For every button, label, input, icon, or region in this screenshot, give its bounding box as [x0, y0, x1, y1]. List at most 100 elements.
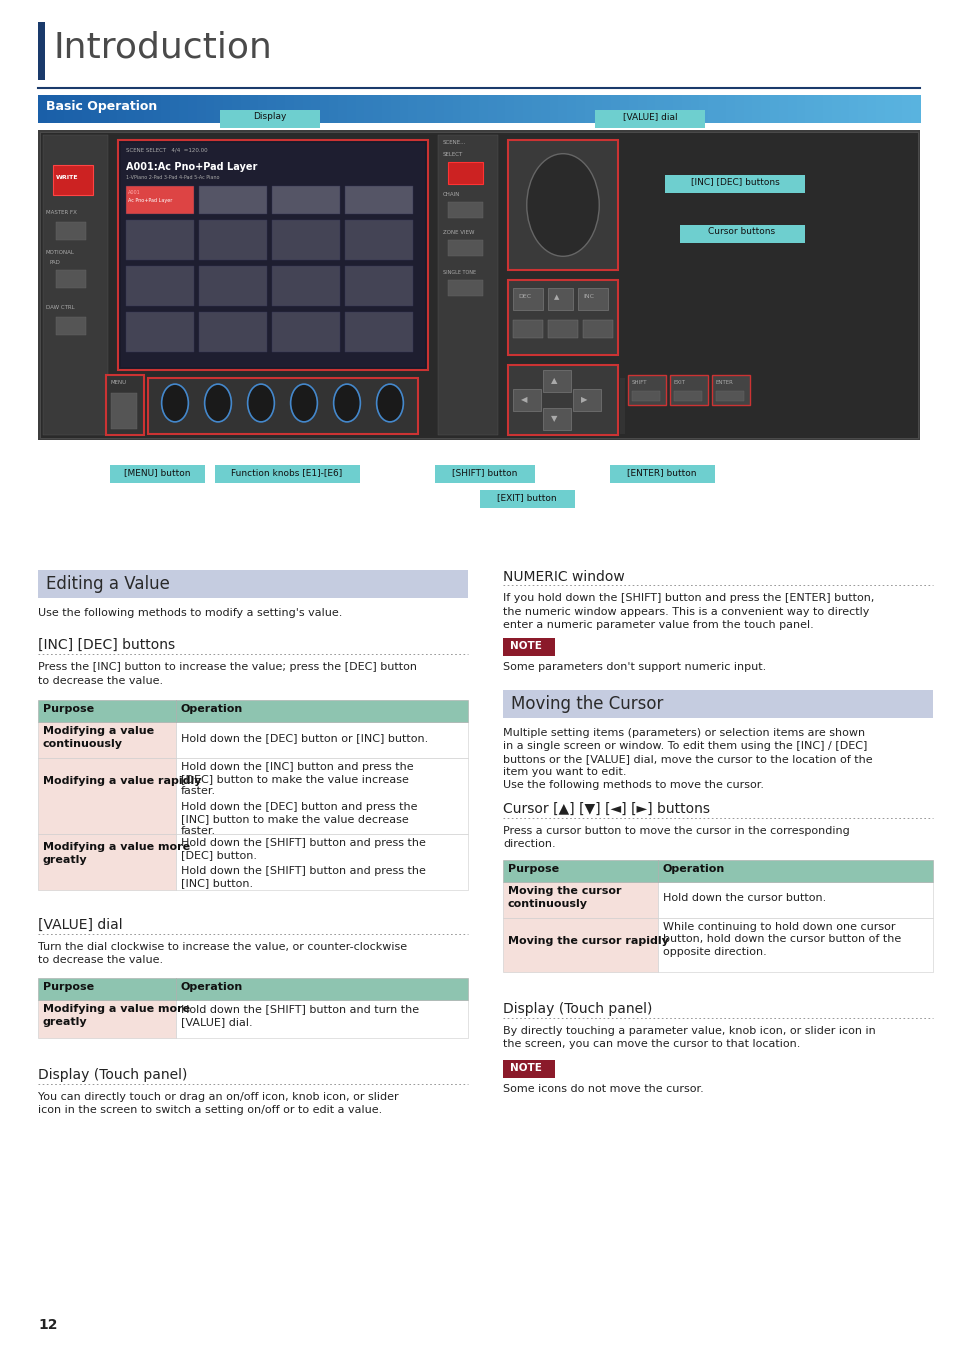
Bar: [267, 95, 277, 123]
Bar: [690, 95, 700, 123]
Bar: [38, 834, 175, 890]
Bar: [121, 143, 424, 367]
Bar: [346, 95, 356, 123]
Bar: [91, 95, 101, 123]
Text: Hold down the [SHIFT] button and press the: Hold down the [SHIFT] button and press t…: [181, 838, 425, 848]
Bar: [752, 95, 761, 123]
Bar: [448, 279, 482, 296]
Text: in a single screen or window. To edit them using the [INC] / [DEC]: in a single screen or window. To edit th…: [502, 741, 866, 751]
Bar: [126, 312, 193, 352]
Bar: [893, 95, 902, 123]
Text: Use the following methods to move the cursor.: Use the following methods to move the cu…: [502, 780, 763, 790]
Text: Turn the dial clockwise to increase the value, or counter-clockwise: Turn the dial clockwise to increase the …: [38, 942, 407, 952]
Text: WRITE: WRITE: [56, 176, 78, 180]
Text: Some parameters don't support numeric input.: Some parameters don't support numeric in…: [502, 662, 765, 672]
Text: Modifying a value rapidly: Modifying a value rapidly: [43, 776, 201, 786]
Bar: [38, 22, 45, 80]
Bar: [448, 240, 482, 256]
Bar: [126, 266, 193, 306]
Text: Ac Pno+Pad Layer: Ac Pno+Pad Layer: [128, 198, 172, 202]
Text: While continuing to hold down one cursor: While continuing to hold down one cursor: [662, 922, 895, 931]
Bar: [673, 392, 701, 401]
Text: Introduction: Introduction: [54, 30, 273, 63]
Bar: [38, 1000, 175, 1038]
Bar: [796, 95, 805, 123]
Bar: [742, 95, 753, 123]
Text: INC: INC: [582, 294, 594, 298]
Bar: [507, 364, 618, 435]
Text: ▼: ▼: [551, 414, 557, 423]
Bar: [175, 1000, 468, 1038]
Text: [SHIFT] button: [SHIFT] button: [452, 468, 517, 477]
Bar: [38, 570, 468, 598]
Bar: [655, 95, 664, 123]
Text: button, hold down the cursor button of the: button, hold down the cursor button of t…: [662, 934, 901, 944]
Bar: [542, 370, 571, 392]
Text: [DEC] button to make the value increase: [DEC] button to make the value increase: [181, 774, 409, 784]
Bar: [275, 95, 286, 123]
Bar: [461, 95, 471, 123]
Text: SHIFT: SHIFT: [631, 379, 647, 385]
Bar: [223, 95, 233, 123]
Text: MENU: MENU: [111, 379, 127, 385]
Bar: [532, 95, 541, 123]
Text: ▶: ▶: [580, 396, 587, 404]
Circle shape: [161, 385, 188, 423]
Text: continuously: continuously: [507, 899, 587, 909]
Text: enter a numeric parameter value from the touch panel.: enter a numeric parameter value from the…: [502, 620, 813, 630]
Bar: [507, 140, 618, 270]
Text: Hold down the [SHIFT] button and press the: Hold down the [SHIFT] button and press t…: [181, 865, 425, 876]
Bar: [320, 95, 330, 123]
Bar: [558, 95, 568, 123]
Text: greatly: greatly: [43, 855, 88, 865]
Bar: [502, 882, 658, 918]
Text: Hold down the cursor button.: Hold down the cursor button.: [662, 892, 825, 903]
Bar: [152, 95, 162, 123]
Text: NOTE: NOTE: [510, 641, 541, 651]
Text: icon in the screen to switch a setting on/off or to edit a value.: icon in the screen to switch a setting o…: [38, 1106, 382, 1115]
Bar: [73, 95, 83, 123]
Bar: [658, 860, 932, 882]
Bar: [285, 95, 294, 123]
Bar: [355, 95, 365, 123]
Bar: [205, 95, 215, 123]
Bar: [38, 701, 175, 722]
Bar: [408, 95, 417, 123]
Text: MOTIONAL: MOTIONAL: [46, 250, 74, 255]
Text: Cursor buttons: Cursor buttons: [708, 227, 775, 236]
Text: [DEC] button.: [DEC] button.: [181, 850, 256, 860]
Text: the screen, you can move the cursor to that location.: the screen, you can move the cursor to t…: [502, 1040, 800, 1049]
Text: greatly: greatly: [43, 1017, 88, 1027]
Bar: [875, 95, 884, 123]
Bar: [646, 95, 656, 123]
Text: Operation: Operation: [181, 981, 243, 992]
Bar: [196, 95, 207, 123]
Bar: [663, 95, 674, 123]
Bar: [547, 320, 578, 338]
Bar: [175, 834, 468, 890]
Text: Press a cursor button to move the cursor in the corresponding: Press a cursor button to move the cursor…: [502, 826, 849, 836]
Text: Purpose: Purpose: [43, 703, 94, 714]
Bar: [822, 95, 832, 123]
Text: [VALUE] dial.: [VALUE] dial.: [181, 1017, 253, 1027]
Text: [VALUE] dial: [VALUE] dial: [622, 112, 677, 122]
Bar: [831, 95, 841, 123]
Bar: [82, 95, 91, 123]
Bar: [866, 95, 876, 123]
Bar: [144, 95, 153, 123]
Text: Multiple setting items (parameters) or selection items are shown: Multiple setting items (parameters) or s…: [502, 728, 864, 738]
Text: faster.: faster.: [181, 786, 216, 796]
Text: Use the following methods to modify a setting's value.: Use the following methods to modify a se…: [38, 608, 342, 618]
Bar: [507, 279, 618, 355]
Text: Moving the Cursor: Moving the Cursor: [511, 695, 662, 713]
Bar: [40, 132, 917, 437]
Bar: [448, 202, 482, 217]
Text: NOTE: NOTE: [510, 1062, 541, 1073]
Bar: [118, 140, 428, 370]
Text: [ENTER] button: [ENTER] button: [626, 468, 696, 477]
Bar: [487, 95, 497, 123]
Bar: [672, 95, 682, 123]
Bar: [135, 95, 145, 123]
Text: [EXIT] button: [EXIT] button: [497, 493, 557, 502]
Bar: [38, 95, 48, 123]
